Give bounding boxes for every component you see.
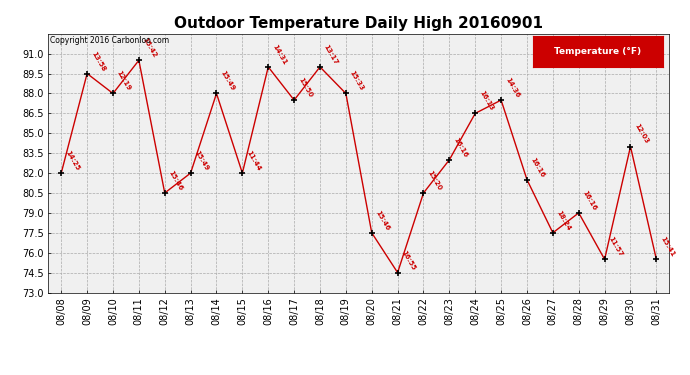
Text: 14:36: 14:36 <box>504 76 520 99</box>
Text: 15:20: 15:20 <box>426 170 442 192</box>
Text: 18:24: 18:24 <box>555 209 572 231</box>
Text: 15:42: 15:42 <box>141 37 158 59</box>
Text: 14:25: 14:25 <box>64 150 80 172</box>
Text: 15:46: 15:46 <box>375 209 391 231</box>
Text: 15:49: 15:49 <box>193 149 210 172</box>
Title: Outdoor Temperature Daily High 20160901: Outdoor Temperature Daily High 20160901 <box>175 16 543 31</box>
Text: 16:13: 16:13 <box>478 90 494 112</box>
Text: 11:57: 11:57 <box>607 236 624 258</box>
Text: 15:46: 15:46 <box>168 170 184 192</box>
Text: 12:03: 12:03 <box>633 123 649 145</box>
Text: 15:50: 15:50 <box>297 76 313 99</box>
Text: 16:16: 16:16 <box>530 156 546 178</box>
Text: 16:16: 16:16 <box>452 136 469 158</box>
Text: 15:49: 15:49 <box>219 70 235 92</box>
Text: 15:33: 15:33 <box>348 70 365 92</box>
Text: 13:17: 13:17 <box>323 43 339 66</box>
Text: 13:58: 13:58 <box>90 50 106 72</box>
Text: 16:55: 16:55 <box>400 249 417 271</box>
Text: Copyright 2016 Carbonloo.com: Copyright 2016 Carbonloo.com <box>50 36 168 45</box>
Text: 15:41: 15:41 <box>659 236 676 258</box>
Text: 11:44: 11:44 <box>245 149 262 172</box>
Text: 14:31: 14:31 <box>271 43 288 66</box>
Text: 16:16: 16:16 <box>582 189 598 211</box>
Text: 12:19: 12:19 <box>116 70 132 92</box>
